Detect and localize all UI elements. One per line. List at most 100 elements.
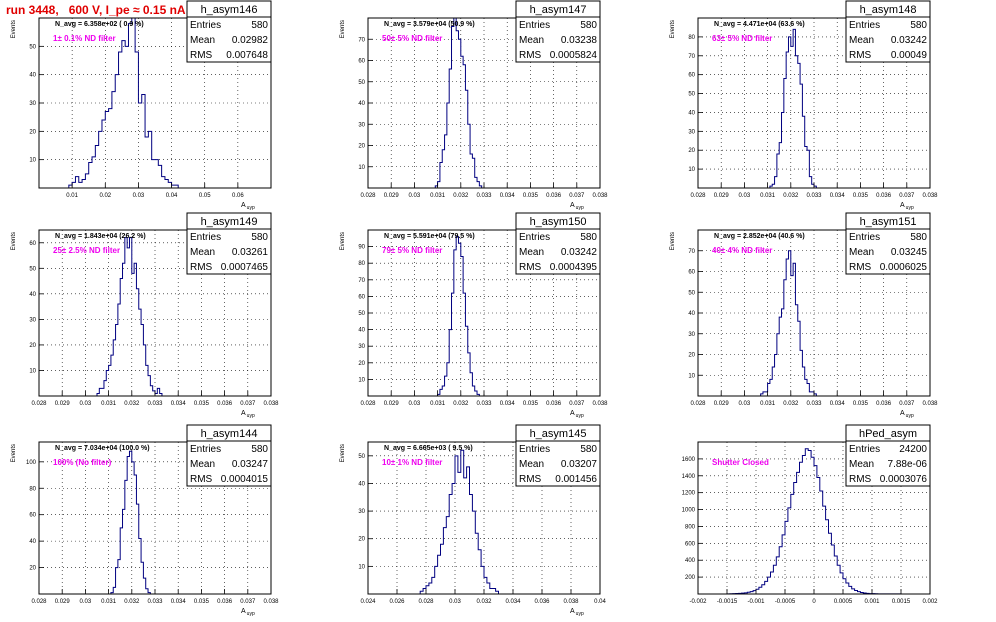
stats-label: Entries	[519, 232, 550, 243]
y-tick-label: 40	[358, 328, 365, 334]
stats-label: RMS	[190, 50, 213, 61]
histogram-name: h_asym147	[530, 4, 587, 16]
x-tick-label: 0.028	[360, 401, 376, 407]
histogram-panel-h_asym148: 0.028 0.029 0.03 0.031 0.032 0.033 0.034 0.035 0…	[670, 0, 938, 211]
stats-label: Entries	[190, 232, 221, 243]
stats-label: Entries	[849, 232, 880, 243]
x-tick-label: 0.024	[360, 599, 376, 605]
y-tick-label: 70	[358, 278, 365, 284]
stats-value: 0.0007465	[221, 262, 269, 273]
histogram-name: h_asym149	[201, 216, 258, 228]
x-tick-label: 0.031	[430, 401, 446, 407]
filter-label: 25± 2.5% ND filter	[53, 246, 120, 255]
y-tick-label: 70	[358, 37, 365, 43]
x-tick-label: 0.06	[232, 193, 244, 199]
histogram-line	[110, 450, 151, 594]
stats-box	[515, 440, 601, 487]
x-tick-label: 0.037	[899, 401, 915, 407]
x-tick-label: 0.032	[124, 401, 140, 407]
x-axis-title: Auyp	[900, 410, 914, 419]
stats-value: 580	[580, 232, 597, 243]
x-tick-label: 0.03	[409, 193, 421, 199]
y-tick-label: 1200	[682, 491, 696, 497]
histogram-line	[419, 449, 499, 594]
y-tick-label: 10	[29, 158, 36, 164]
stats-label: RMS	[849, 262, 872, 273]
y-tick-label: 10	[358, 564, 365, 570]
y-tick-label: 70	[688, 249, 695, 255]
x-tick-label: 0.031	[430, 193, 446, 199]
stats-value: 580	[251, 444, 268, 455]
stats-value: 0.03242	[561, 247, 598, 258]
x-tick-label: 0.038	[922, 401, 938, 407]
y-tick-label: 40	[29, 539, 36, 545]
x-tick-label: 0.031	[760, 193, 776, 199]
x-tick-label: 0.037	[240, 599, 256, 605]
y-tick-label: 10	[358, 165, 365, 171]
histogram-panel-h_asym150: 0.028 0.029 0.03 0.031 0.032 0.033 0.034 0.035 0…	[340, 212, 608, 419]
y-tick-label: 30	[688, 129, 695, 135]
x-tick-label: 0.038	[263, 401, 279, 407]
x-axis-title: Auyp	[241, 410, 255, 419]
x-tick-label: -0.0005	[775, 599, 796, 605]
stats-value: 580	[251, 20, 268, 31]
y-tick-label: 90	[358, 245, 365, 251]
y-axis-title: Events	[11, 20, 17, 38]
stats-value: 580	[910, 232, 927, 243]
stats-value: 0.02982	[232, 35, 269, 46]
navg-label: N_avg = 6.358e+02 ( 0.9 %)	[55, 21, 144, 28]
x-axis-title: Auyp	[570, 608, 584, 617]
stats-label: Mean	[849, 35, 874, 46]
x-tick-label: 0.05	[199, 193, 211, 199]
y-tick-label: 50	[29, 266, 36, 272]
x-tick-label: 0.01	[66, 193, 78, 199]
stats-label: Mean	[190, 35, 215, 46]
filter-label: 63± 5% ND filter	[712, 34, 772, 43]
stats-box	[515, 16, 601, 63]
filter-label: 1± 0.1% ND filter	[53, 34, 116, 43]
stats-value: 0.03247	[232, 459, 269, 470]
navg-label: N_avg = 3.579e+04 (50.9 %)	[384, 21, 475, 28]
x-tick-label: 0.037	[240, 401, 256, 407]
x-tick-label: 0.036	[546, 193, 562, 199]
y-tick-label: 80	[358, 261, 365, 267]
stats-label: Mean	[519, 247, 544, 258]
y-tick-label: 50	[688, 290, 695, 296]
x-tick-label: 0.038	[922, 193, 938, 199]
x-tick-label: -0.001	[747, 599, 765, 605]
x-tick-label: 0.04	[594, 599, 606, 605]
x-tick-label: 0.03	[449, 599, 461, 605]
x-tick-label: 0.036	[217, 401, 233, 407]
stats-value: 0.03207	[561, 459, 598, 470]
x-tick-label: -0.0015	[717, 599, 738, 605]
y-tick-label: 20	[358, 144, 365, 150]
stats-label: Entries	[519, 20, 550, 31]
stats-label: Entries	[849, 444, 880, 455]
histogram-line	[434, 17, 483, 188]
x-tick-label: 0.035	[523, 193, 539, 199]
histogram-panel-h_asym147: 0.028 0.029 0.03 0.031 0.032 0.033 0.034 0.035 0…	[340, 0, 608, 211]
x-tick-label: 0.033	[147, 599, 163, 605]
x-tick-label: 0.032	[783, 193, 799, 199]
x-tick-label: 0.034	[505, 599, 521, 605]
x-tick-label: 0	[812, 599, 816, 605]
stats-label: RMS	[519, 50, 542, 61]
x-tick-label: 0.034	[500, 401, 516, 407]
x-tick-label: 0.033	[147, 401, 163, 407]
navg-label: N_avg = 5.591e+04 (79.5 %)	[384, 233, 475, 240]
y-tick-label: 30	[29, 317, 36, 323]
x-tick-label: 0.037	[899, 193, 915, 199]
x-tick-label: 0.035	[194, 599, 210, 605]
x-tick-label: 0.02	[99, 193, 111, 199]
y-tick-label: 10	[688, 373, 695, 379]
navg-label: N_avg = 2.852e+04 (40.6 %)	[714, 233, 805, 240]
histogram-line	[437, 236, 480, 396]
y-axis-title: Events	[340, 444, 346, 462]
y-tick-label: 30	[29, 101, 36, 107]
x-tick-label: 0.034	[171, 401, 187, 407]
x-tick-label: 0.034	[171, 599, 187, 605]
histogram-name: h_asym145	[530, 428, 587, 440]
stats-label: Mean	[519, 35, 544, 46]
stats-value: 0.03245	[891, 247, 928, 258]
